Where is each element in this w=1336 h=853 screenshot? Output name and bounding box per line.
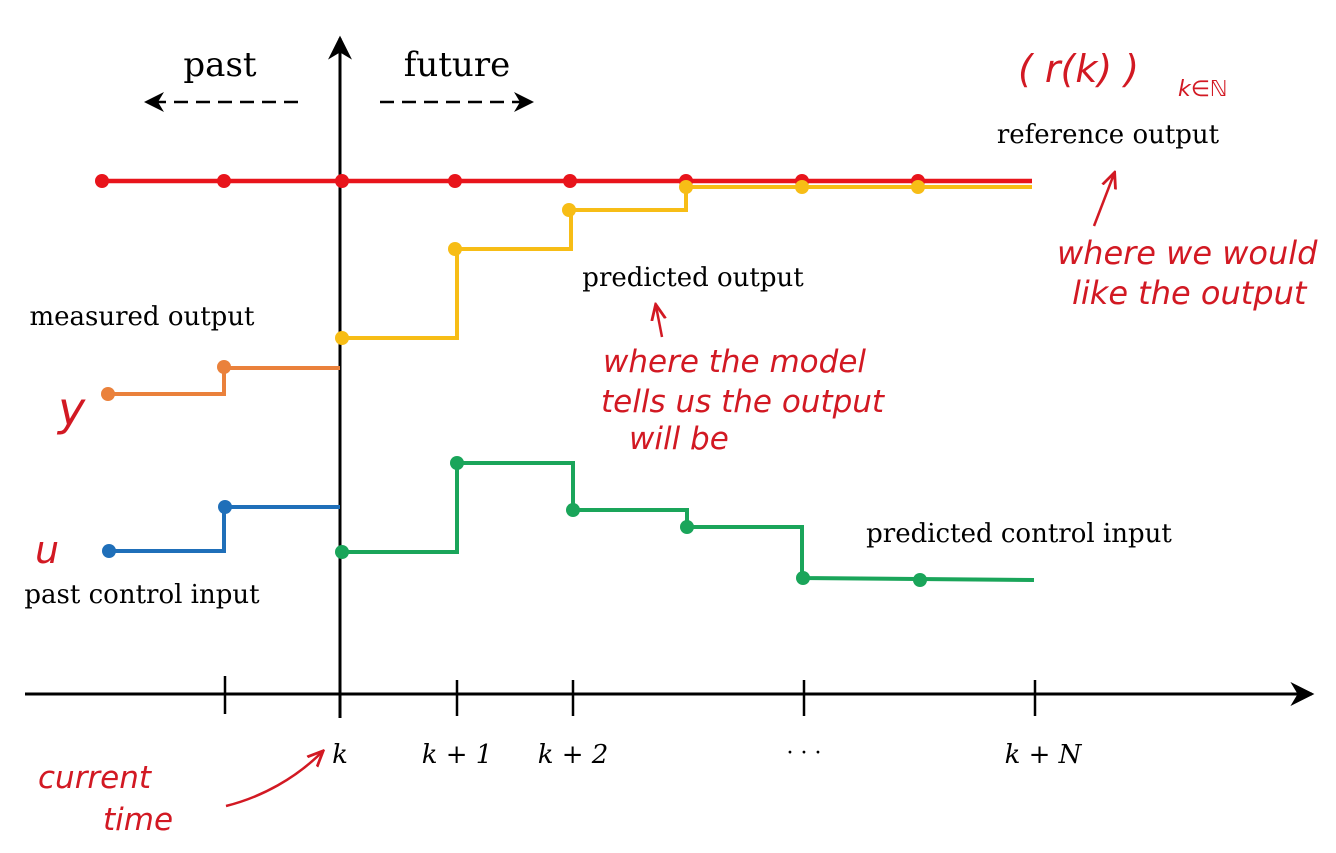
predicted-control-input-staircase <box>342 461 1035 582</box>
reference-point <box>335 174 349 188</box>
prediction-note-arrow <box>656 306 662 338</box>
predicted-control-input-point <box>450 456 464 470</box>
tick-label-dots: · · · <box>787 741 822 766</box>
current-time-line-2: time <box>103 802 173 838</box>
predicted-control-input-point <box>796 571 810 585</box>
predicted-control-input-point <box>913 573 927 587</box>
predicted-output-point <box>562 203 576 217</box>
measured-output-series <box>101 360 340 401</box>
past-control-input-staircase <box>109 505 340 553</box>
current-time-line-1: current <box>38 760 153 796</box>
predicted-control-input-point <box>680 520 694 534</box>
future-label: future <box>404 45 510 85</box>
prediction-note-line-3: will be <box>629 421 729 457</box>
reference-point <box>217 174 231 188</box>
tick-label-k-plus-2: k + 2 <box>538 740 609 770</box>
reference-note-line-1: where we would <box>1057 234 1318 272</box>
predicted-output-point <box>911 180 925 194</box>
reference-point <box>563 174 577 188</box>
u-symbol: u <box>35 528 59 572</box>
measured-output-label: measured output <box>29 302 255 332</box>
reference-output-label: reference output <box>997 120 1220 150</box>
predicted-output-point <box>795 180 809 194</box>
past-control-input-label: past control input <box>24 580 260 610</box>
predicted-output-point <box>448 242 462 256</box>
predicted-control-input-point <box>566 503 580 517</box>
predicted-control-input-series <box>335 456 1035 587</box>
predicted-output-point <box>679 180 693 194</box>
reference-note-line-2: like the output <box>1072 274 1308 312</box>
prediction-note-line-1: where the model <box>603 344 866 380</box>
prediction-note-line-2: tells us the output <box>601 384 886 420</box>
reference-note-arrow <box>1092 174 1114 227</box>
current-time-arrow <box>225 752 322 808</box>
y-symbol: y <box>56 382 86 436</box>
reference-subscript: k∈ℕ <box>1178 77 1228 102</box>
measured-output-point <box>101 387 115 401</box>
past-label: past <box>183 45 256 85</box>
predicted-output-series <box>335 180 1032 345</box>
measured-output-staircase <box>108 366 340 396</box>
reference-symbol: ( r(k) ) <box>1018 47 1139 91</box>
tick-label-k-plus-1: k + 1 <box>422 740 493 770</box>
tick-label-k-plus-n: k + N <box>1005 740 1083 770</box>
tick-label-k: k <box>332 740 348 770</box>
past-control-input-series <box>102 500 340 558</box>
predicted-control-input-point <box>335 545 349 559</box>
reference-point <box>95 174 109 188</box>
measured-output-point <box>217 360 231 374</box>
predicted-output-label: predicted output <box>582 263 804 293</box>
predicted-output-point <box>335 331 349 345</box>
reference-output-series <box>95 174 1032 188</box>
past-control-input-point <box>218 500 232 514</box>
past-control-input-point <box>102 544 116 558</box>
predicted-control-input-label: predicted control input <box>866 519 1172 549</box>
reference-point <box>448 174 462 188</box>
